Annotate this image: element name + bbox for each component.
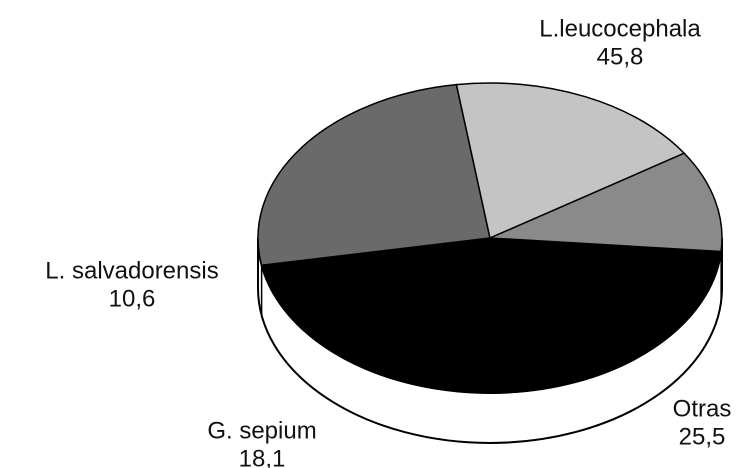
slice-label: L. salvadorensis — [45, 257, 218, 284]
slice-value-label: 10,6 — [109, 285, 156, 312]
slice-label: L.leucocephala — [539, 15, 701, 42]
pie-slice — [260, 237, 722, 394]
slice-label: Otras — [673, 395, 732, 422]
slice-value-label: 45,8 — [597, 43, 644, 70]
slice-value-label: 18,1 — [239, 445, 286, 468]
slice-label: G. sepium — [207, 417, 316, 444]
pie-slice — [257, 83, 491, 267]
pie-slice — [455, 82, 686, 240]
slice-value-label: 25,5 — [679, 423, 726, 450]
pie-slice — [489, 152, 723, 253]
